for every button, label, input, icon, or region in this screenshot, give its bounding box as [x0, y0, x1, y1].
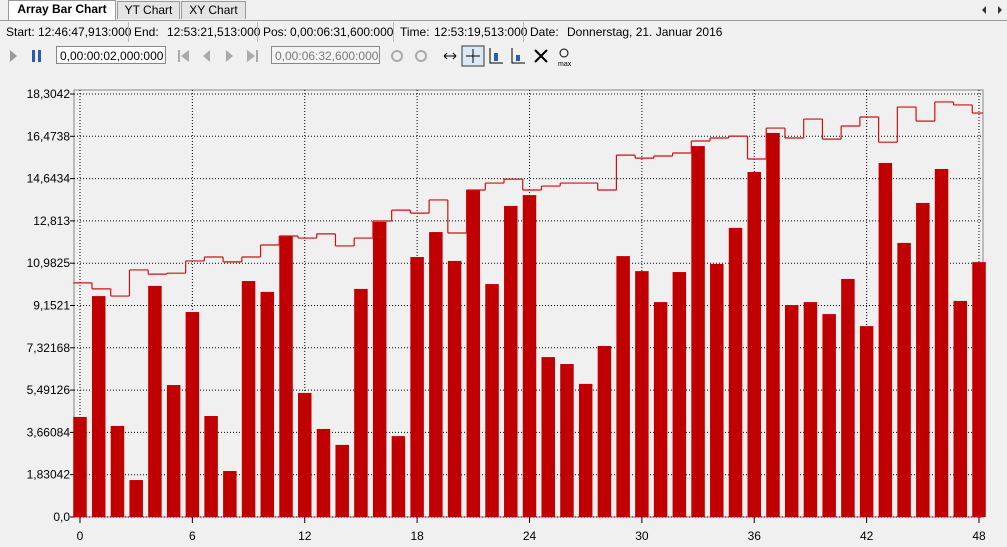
- bar: [578, 383, 593, 517]
- x-tick-label: 36: [748, 529, 762, 543]
- tab-bar: [0, 0, 1007, 21]
- x-tick-label: 0: [77, 529, 84, 543]
- bar: [635, 271, 649, 517]
- bar: [260, 291, 275, 517]
- x-tick-label: 24: [523, 529, 537, 543]
- bar: [841, 278, 855, 517]
- info-value: Donnerstag, 21. Januar 2016: [567, 25, 723, 39]
- separator: [128, 22, 129, 42]
- info-label: Pos:: [263, 25, 288, 39]
- bar: [560, 364, 574, 517]
- bar: [298, 392, 312, 517]
- bar: [934, 168, 949, 517]
- bar: [897, 242, 911, 517]
- bar: [391, 436, 406, 517]
- info-label: Date:: [530, 25, 559, 39]
- bar: [148, 285, 162, 517]
- y-tick-label: 12,813: [33, 214, 70, 228]
- separator: [523, 22, 524, 42]
- tab[interactable]: Array Bar Chart: [8, 0, 116, 20]
- bar: [747, 171, 761, 518]
- info-value: 0,00:06:31,600:000: [290, 25, 394, 39]
- info-value: 12:53:19,513:000: [434, 25, 528, 39]
- bar: [129, 480, 143, 517]
- bar: [766, 132, 780, 517]
- bar: [597, 345, 612, 517]
- bar: [710, 263, 724, 517]
- bar: [859, 326, 874, 517]
- bar: [110, 425, 125, 517]
- info-label: Start:: [6, 25, 35, 39]
- x-tick-label: 42: [860, 529, 874, 543]
- info-label: Time:: [400, 25, 430, 39]
- bar: [485, 284, 499, 517]
- separator: [257, 22, 258, 42]
- bar: [279, 235, 293, 518]
- y-tick-label: 16,4738: [27, 129, 71, 143]
- y-tick-label: 3,66084: [27, 425, 71, 439]
- bar: [616, 256, 630, 517]
- x-tick-label: 6: [189, 529, 196, 543]
- bar: [653, 302, 668, 517]
- bar: [672, 272, 687, 517]
- bar: [784, 305, 799, 517]
- bar: [916, 202, 930, 517]
- info-value: 12:46:47,913:000: [38, 25, 132, 39]
- svg-text:max: max: [558, 61, 572, 68]
- bar: [522, 195, 537, 517]
- bar: [504, 205, 518, 518]
- y-tick-label: 7,32168: [27, 341, 71, 355]
- y-tick-label: 1,83042: [27, 468, 71, 482]
- y-tick-label: 9,1521: [33, 299, 70, 313]
- bar: [972, 262, 986, 517]
- bar: [91, 296, 106, 517]
- bar: [185, 312, 200, 517]
- bar: [166, 385, 181, 517]
- y-tick-label: 18,3042: [27, 87, 71, 101]
- bar: [316, 428, 331, 517]
- separator: [393, 22, 394, 42]
- info-label: End:: [134, 25, 159, 39]
- info-value: 12:53:21,513:000: [167, 25, 261, 39]
- position-field[interactable]: 0,00:06:32,600:000: [271, 46, 380, 64]
- y-tick-label: 14,6434: [27, 172, 71, 186]
- tab[interactable]: XY Chart: [181, 1, 246, 19]
- bar: [223, 471, 237, 517]
- bar: [241, 281, 256, 517]
- bar: [878, 162, 893, 517]
- x-tick-label: 12: [298, 529, 312, 543]
- bar: [410, 257, 424, 517]
- bar: [73, 416, 87, 517]
- bar: [953, 300, 968, 517]
- y-tick-label: 10,9825: [27, 256, 71, 270]
- y-tick-label: 0,0: [53, 510, 70, 524]
- toolbar-icons[interactable]: max: [0, 44, 600, 68]
- tab-scroll[interactable]: [980, 4, 1006, 16]
- chart: 0,0 1,83042 3,66084 5,49126 7,32168 9,1521 10,…: [27, 87, 986, 543]
- interval-field[interactable]: 0,00:00:02,000:000: [56, 46, 166, 64]
- tab[interactable]: YT Chart: [117, 1, 180, 19]
- bar: [335, 444, 349, 517]
- bar: [691, 146, 705, 517]
- bar: [354, 288, 368, 517]
- x-tick-label: 18: [410, 529, 424, 543]
- bar: [803, 302, 818, 517]
- bar: [447, 260, 462, 517]
- bar: [822, 314, 836, 517]
- bar: [204, 416, 218, 517]
- bar: [728, 227, 743, 518]
- bar: [466, 190, 481, 517]
- bar: [429, 232, 443, 517]
- x-tick-label: 48: [972, 529, 986, 543]
- bar: [372, 221, 387, 517]
- y-tick-label: 5,49126: [27, 383, 71, 397]
- x-tick-label: 30: [635, 529, 649, 543]
- bar: [541, 357, 555, 517]
